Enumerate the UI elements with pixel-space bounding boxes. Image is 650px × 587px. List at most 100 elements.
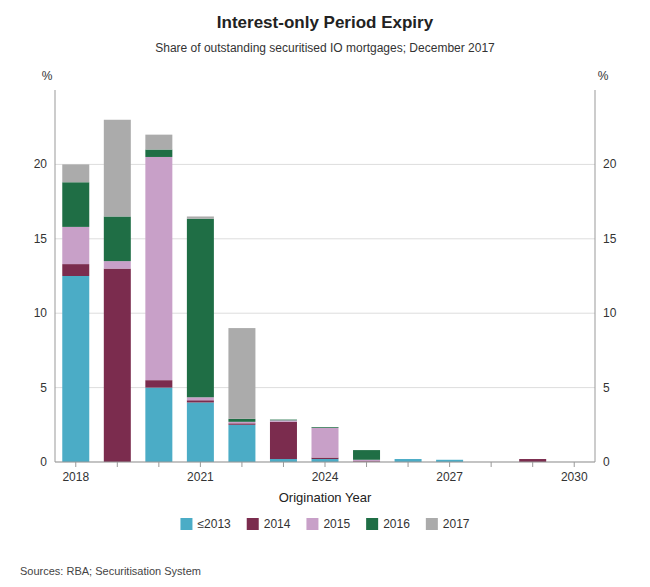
legend: ≤2013 2014 2015 2016 2017: [180, 517, 469, 531]
legend-swatch: [426, 518, 438, 530]
bar: [436, 459, 463, 460]
source: Sources: RBA; Securitisation System: [20, 565, 201, 577]
bar: [270, 419, 297, 421]
bar: [270, 419, 297, 420]
x-tick: [200, 462, 201, 467]
grid-line: [55, 387, 595, 388]
subtitle: Share of outstanding securitised IO mort…: [155, 41, 495, 55]
y-tick-label: 0: [40, 455, 47, 469]
y-tick-label: 15: [34, 232, 48, 246]
bar: [187, 402, 214, 462]
bar: [145, 157, 172, 380]
bar: [228, 419, 255, 422]
x-tick: [158, 462, 159, 467]
y2-axis-line: [595, 90, 596, 462]
x-tick-label: 2024: [312, 470, 339, 484]
x-tick: [366, 462, 367, 467]
y2-tick-label: 15: [603, 232, 617, 246]
bar: [62, 182, 89, 227]
x-tick: [532, 462, 533, 467]
bar: [145, 380, 172, 387]
bar: [519, 459, 546, 460]
x-tick: [325, 462, 326, 467]
bar: [187, 397, 214, 400]
legend-item: 2014: [247, 517, 291, 531]
bar: [104, 261, 131, 268]
y2-tick-label: 20: [603, 157, 617, 171]
x-tick: [117, 462, 118, 467]
x-axis-label: Origination Year: [279, 490, 372, 505]
grid: [55, 164, 595, 462]
x-tick-label: 2030: [561, 470, 588, 484]
legend-label: 2016: [383, 517, 410, 531]
bar: [62, 264, 89, 276]
bar: [436, 459, 463, 460]
bar: [228, 328, 255, 419]
x-tick: [75, 462, 76, 467]
bar: [312, 458, 339, 459]
y2-tick-label: 10: [603, 306, 617, 320]
y2-tick-label: 5: [603, 381, 610, 395]
legend-item: ≤2013: [180, 517, 231, 531]
bar: [145, 150, 172, 157]
bar: [395, 459, 422, 460]
bar: [104, 216, 131, 261]
x-tick: [408, 462, 409, 467]
bar: [228, 422, 255, 423]
bar: [353, 460, 380, 461]
x-tick: [241, 462, 242, 467]
bar: [436, 459, 463, 460]
title: Interest-only Period Expiry: [217, 13, 434, 32]
bar: [270, 420, 297, 421]
legend-label: 2017: [443, 517, 470, 531]
bar: [519, 459, 546, 460]
bar: [395, 459, 422, 460]
bar: [62, 276, 89, 462]
legend-swatch: [180, 518, 192, 530]
bar: [353, 450, 380, 460]
legend-swatch: [306, 518, 318, 530]
y2-tick-label: 0: [603, 455, 610, 469]
legend-label: ≤2013: [197, 517, 231, 531]
bar: [395, 459, 422, 460]
bar: [519, 459, 546, 460]
chart: Interest-only Period Expiry Share of outs…: [0, 0, 650, 587]
bar: [145, 388, 172, 462]
legend-label: 2015: [323, 517, 350, 531]
bar: [228, 423, 255, 424]
bar: [353, 450, 380, 451]
grid-line: [55, 313, 595, 314]
legend-swatch: [247, 518, 259, 530]
y-tick-label: 20: [34, 157, 48, 171]
legend-item: 2017: [426, 517, 470, 531]
bar: [270, 422, 297, 459]
y-tick-label: 10: [34, 306, 48, 320]
grid-line: [55, 164, 595, 165]
legend-swatch: [366, 518, 378, 530]
y2-axis-label: %: [598, 69, 609, 83]
x-tick: [491, 462, 492, 467]
bar: [62, 164, 89, 182]
x-tick: [449, 462, 450, 467]
y-tick-label: 5: [40, 381, 47, 395]
bar: [187, 216, 214, 218]
bar: [312, 428, 339, 458]
bars: [62, 120, 546, 462]
legend-item: 2015: [306, 517, 350, 531]
legend-item: 2016: [366, 517, 410, 531]
bar: [145, 135, 172, 150]
y-axis-line: [55, 90, 56, 462]
x-tick-label: 2018: [62, 470, 89, 484]
x-tick-label: 2021: [187, 470, 214, 484]
bar: [228, 425, 255, 462]
bar: [395, 459, 422, 460]
bar: [312, 427, 339, 428]
background: [0, 0, 650, 587]
grid-line: [55, 238, 595, 239]
y-axis-label: %: [42, 69, 53, 83]
x-tick-label: 2027: [436, 470, 463, 484]
x-tick: [574, 462, 575, 467]
bar: [62, 227, 89, 264]
bar: [187, 219, 214, 398]
bar: [436, 459, 463, 460]
